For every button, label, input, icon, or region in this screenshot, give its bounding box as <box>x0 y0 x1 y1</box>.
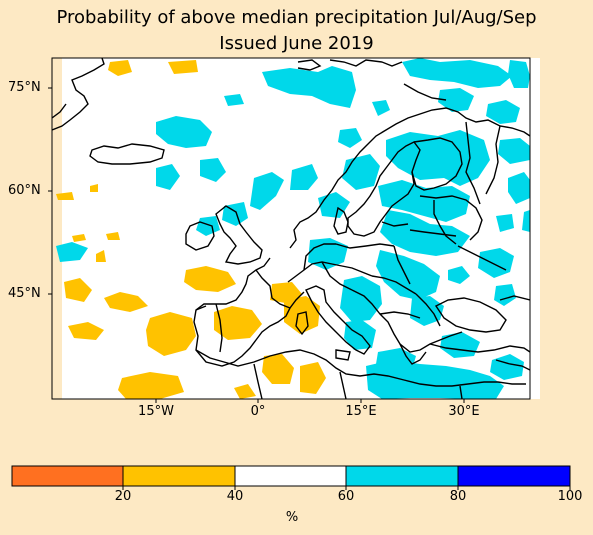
map-right-strip <box>530 58 540 399</box>
coastlines <box>52 58 530 399</box>
lon-label-30e: 30°E <box>448 404 480 419</box>
lon-label-0: 0° <box>250 404 266 419</box>
colorbar-tick-40: 40 <box>226 489 244 504</box>
colorbar-segment-20-40 <box>123 466 235 486</box>
colorbar-tick-80: 80 <box>449 489 467 504</box>
colorbar-segment-40-60 <box>235 466 346 486</box>
colorbar-segment-0-20 <box>12 466 123 486</box>
low-probability-patches <box>56 60 326 399</box>
colorbar-segment-80-100 <box>458 466 570 486</box>
colorbar-unit: % <box>285 510 299 525</box>
lat-label-45n: 45°N <box>8 286 41 301</box>
lon-label-15e: 15°E <box>345 404 377 419</box>
axis-ticks <box>48 87 465 403</box>
colorbar-tick-60: 60 <box>337 489 355 504</box>
map-title-line1: Probability of above median precipitatio… <box>56 7 537 28</box>
high-probability-patches <box>56 58 530 399</box>
map-frame <box>51 57 531 400</box>
colorbar-tick-100: 100 <box>557 489 583 504</box>
lat-label-60n: 60°N <box>8 183 41 198</box>
map-title-line2: Issued June 2019 <box>219 33 374 54</box>
lon-label-15w: 15°W <box>138 404 174 419</box>
colorbar-segment-60-80 <box>346 466 458 486</box>
colorbar-tick-20: 20 <box>114 489 132 504</box>
map-left-margin <box>52 58 62 399</box>
colorbar <box>11 465 571 490</box>
lat-label-75n: 75°N <box>8 80 41 95</box>
